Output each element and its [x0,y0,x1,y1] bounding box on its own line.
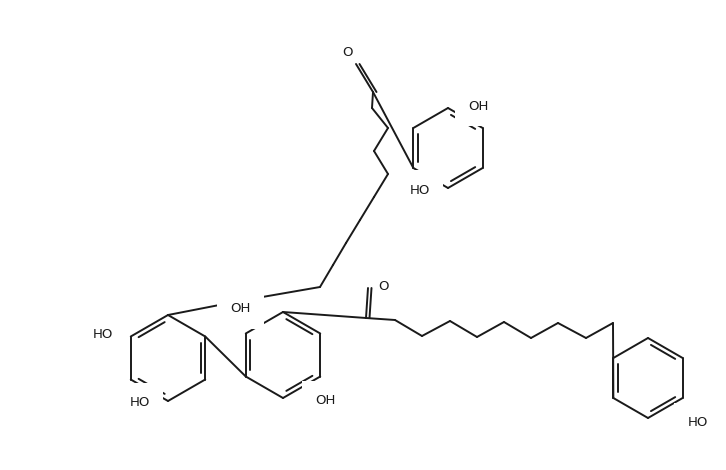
Text: OH: OH [468,100,489,112]
Text: HO: HO [92,328,113,341]
Text: HO: HO [688,416,708,429]
Text: OH: OH [315,394,335,407]
Text: O: O [343,46,354,59]
Text: HO: HO [409,183,430,196]
Text: O: O [378,280,388,292]
Text: OH: OH [231,303,251,315]
Text: HO: HO [130,397,150,409]
